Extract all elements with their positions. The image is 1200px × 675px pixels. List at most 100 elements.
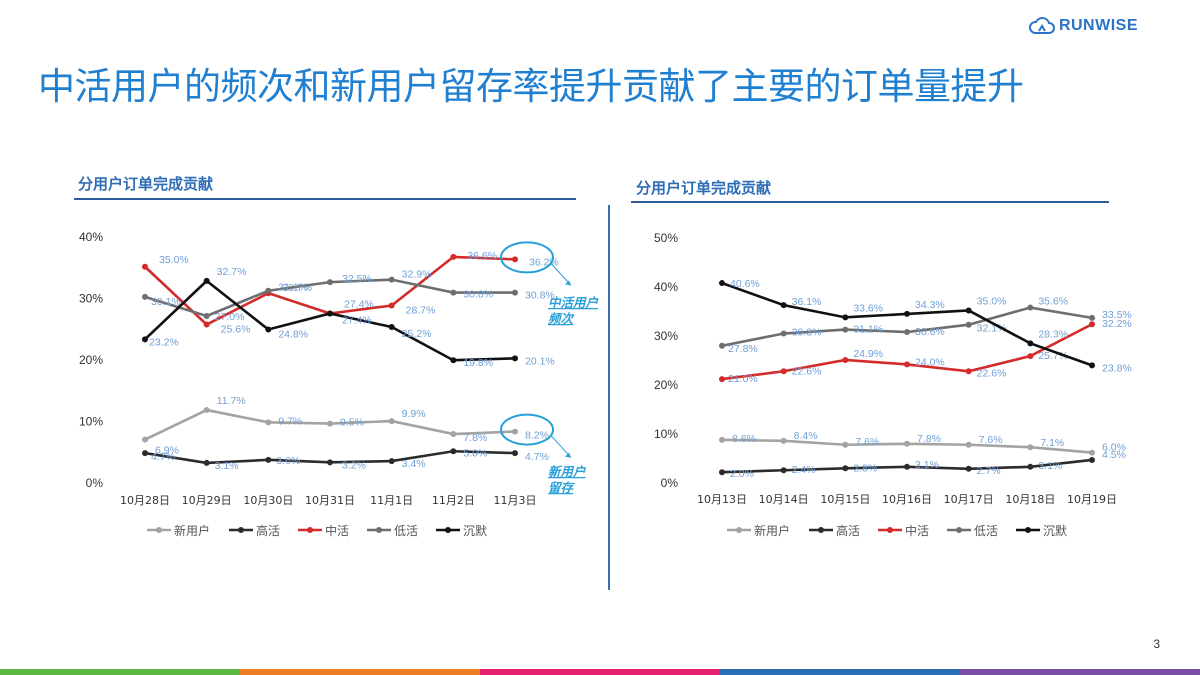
arrowhead-icon <box>565 452 571 458</box>
bottom-bar-segment <box>720 669 960 675</box>
data-label: 3.1% <box>915 459 939 471</box>
data-point <box>388 458 395 465</box>
data-point <box>265 326 272 333</box>
data-label: 33.5% <box>1102 309 1132 321</box>
data-label: 24.0% <box>915 356 945 368</box>
data-label: 8.4% <box>794 430 818 442</box>
legend-item: 低活 <box>947 524 998 538</box>
legend-marker <box>818 527 824 533</box>
legend-marker <box>307 527 313 533</box>
data-label: 8.6% <box>732 433 756 445</box>
legend-marker <box>156 527 162 533</box>
legend-item: 低活 <box>367 524 418 538</box>
data-point <box>512 428 518 435</box>
data-label: 9.9% <box>402 408 426 420</box>
y-tick-label: 40% <box>654 280 678 294</box>
x-tick-label: 10月31日 <box>305 494 355 507</box>
data-point <box>265 456 272 463</box>
bottom-bar-segment <box>0 669 240 675</box>
data-label: 35.6% <box>1038 296 1068 308</box>
data-point <box>719 376 725 383</box>
data-point <box>142 336 148 343</box>
data-label: 31.1% <box>853 324 883 336</box>
data-point <box>142 263 148 270</box>
data-point <box>904 329 910 336</box>
x-tick-label: 10月13日 <box>697 493 747 506</box>
data-point <box>780 330 787 337</box>
data-label: 4.7% <box>525 451 549 463</box>
legend-label: 沉默 <box>1043 523 1067 538</box>
data-label: 35.0% <box>977 296 1007 308</box>
data-point <box>1027 340 1034 347</box>
bottom-bar-segment <box>480 669 720 675</box>
data-label: 22.6% <box>792 365 822 377</box>
data-label: 3.6% <box>276 455 300 467</box>
data-label: 32.2% <box>1102 318 1132 330</box>
highlight-ellipse <box>500 241 554 274</box>
data-label: 25.6% <box>221 324 251 336</box>
data-point <box>203 407 210 414</box>
data-label: 3.1% <box>215 460 239 472</box>
annotation-text: 中活用户频次 <box>548 295 600 326</box>
data-point <box>842 326 849 333</box>
legend-label: 新用户 <box>174 523 210 538</box>
legend-label: 沉默 <box>463 523 487 538</box>
data-label: 7.8% <box>463 432 487 444</box>
x-tick-label: 10月19日 <box>1067 493 1117 506</box>
data-point <box>1027 463 1034 470</box>
data-point <box>719 436 725 443</box>
data-label: 36.1% <box>792 296 822 308</box>
data-point <box>203 312 210 319</box>
brand-logo: RUNWISE <box>1028 16 1138 36</box>
data-label: 40.6% <box>730 278 760 290</box>
data-label: 2.7% <box>977 465 1001 477</box>
data-point <box>965 307 972 314</box>
data-point <box>1027 353 1034 360</box>
data-point <box>265 287 272 294</box>
x-tick-label: 11月2日 <box>432 494 475 507</box>
data-label: 25.2% <box>402 328 432 340</box>
data-label: 27.8% <box>728 343 758 355</box>
data-point <box>1089 321 1095 328</box>
y-tick-label: 0% <box>661 476 679 490</box>
data-label: 23.8% <box>1102 362 1132 374</box>
data-point <box>1089 456 1095 463</box>
data-point <box>388 302 395 309</box>
data-label: 24.9% <box>853 348 883 360</box>
legend-label: 中活 <box>905 523 929 538</box>
data-point <box>719 342 725 349</box>
legend-item: 沉默 <box>436 523 487 538</box>
legend-marker <box>445 527 451 533</box>
page-number: 3 <box>1153 637 1160 651</box>
data-label: 11.7% <box>217 395 246 407</box>
data-label: 21.0% <box>728 373 758 385</box>
data-point <box>142 436 148 443</box>
data-point <box>512 355 518 362</box>
data-label: 2.0% <box>730 468 754 480</box>
data-point <box>1089 362 1095 369</box>
y-tick-label: 30% <box>79 292 103 306</box>
x-tick-label: 11月1日 <box>370 494 413 507</box>
x-tick-label: 10月15日 <box>820 493 870 506</box>
legend-marker <box>376 527 382 533</box>
data-label: 28.7% <box>406 304 436 316</box>
legend-label: 新用户 <box>754 523 790 538</box>
chart-left-title-underline <box>74 198 576 200</box>
data-label: 22.6% <box>977 367 1007 379</box>
panel-divider <box>608 205 610 590</box>
legend-label: 高活 <box>256 523 280 538</box>
x-tick-label: 10月16日 <box>882 493 932 506</box>
data-label: 7.1% <box>1040 437 1064 449</box>
legend-marker <box>238 527 244 533</box>
brand-name: RUNWISE <box>1058 17 1138 34</box>
legend-label: 低活 <box>974 524 998 538</box>
data-point <box>780 302 787 309</box>
legend-marker <box>887 527 893 533</box>
data-label: 27.4% <box>342 314 372 326</box>
data-label: 2.8% <box>853 462 877 474</box>
data-label: 7.6% <box>855 436 879 448</box>
data-point <box>1089 314 1095 321</box>
data-label: 4.5% <box>1102 449 1126 461</box>
data-point <box>1027 304 1034 311</box>
data-label: 8.2% <box>525 430 549 442</box>
